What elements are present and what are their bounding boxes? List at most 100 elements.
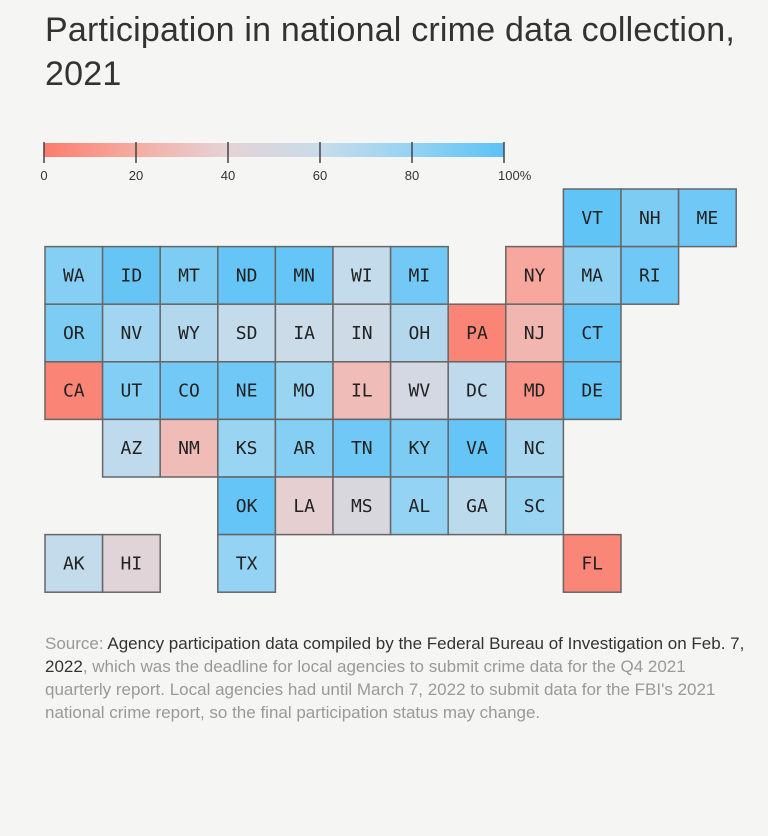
state-tile-mt[interactable]: MT: [159, 245, 219, 305]
state-tile-tn[interactable]: TN: [332, 418, 392, 478]
tile-label: OH: [409, 323, 431, 344]
tile-label: DE: [581, 381, 603, 402]
tile-label: MD: [524, 381, 546, 402]
state-tile-nm[interactable]: NM: [159, 418, 219, 478]
tile-rect: [44, 303, 104, 363]
state-tile-wv[interactable]: WV: [389, 361, 449, 421]
state-tile-or[interactable]: OR: [44, 303, 104, 363]
tile-label: NV: [121, 323, 143, 344]
state-tile-tx[interactable]: TX: [217, 533, 277, 593]
tile-rect: [389, 476, 449, 536]
state-tile-mi[interactable]: MI: [389, 245, 449, 305]
state-tile-in[interactable]: IN: [332, 303, 392, 363]
tile-rect: [217, 533, 277, 593]
tile-label: WI: [351, 265, 373, 286]
tile-label: LA: [293, 496, 315, 517]
tile-label: DC: [466, 381, 488, 402]
tile-label: AK: [63, 553, 85, 574]
legend-tick-label: 60: [313, 168, 327, 183]
state-tile-mo[interactable]: MO: [274, 361, 334, 421]
tile-label: TX: [236, 553, 258, 574]
state-tile-ga[interactable]: GA: [447, 476, 507, 536]
state-tile-la[interactable]: LA: [274, 476, 334, 536]
tile-rect: [389, 361, 449, 421]
source-note: Source: Agency participation data compil…: [45, 632, 745, 724]
state-tile-ma[interactable]: MA: [562, 245, 622, 305]
tile-label: MO: [293, 381, 315, 402]
tile-rect: [677, 188, 737, 248]
state-tile-nd[interactable]: ND: [217, 245, 277, 305]
tile-rect: [447, 476, 507, 536]
legend-tick-label: 100%: [498, 168, 532, 183]
tile-label: GA: [466, 496, 488, 517]
tile-rect: [389, 418, 449, 478]
state-tile-va[interactable]: VA: [447, 418, 507, 478]
state-tile-ok[interactable]: OK: [217, 476, 277, 536]
state-tile-nh[interactable]: NH: [620, 188, 680, 248]
state-tile-ut[interactable]: UT: [101, 361, 161, 421]
state-tile-nj[interactable]: NJ: [505, 303, 565, 363]
state-tile-nv[interactable]: NV: [101, 303, 161, 363]
state-tile-ri[interactable]: RI: [620, 245, 680, 305]
state-tile-oh[interactable]: OH: [389, 303, 449, 363]
state-tile-ks[interactable]: KS: [217, 418, 277, 478]
tile-label: CA: [63, 381, 85, 402]
tile-label: UT: [121, 381, 143, 402]
tile-label: AR: [293, 438, 315, 459]
tile-rect: [447, 303, 507, 363]
state-tile-ca[interactable]: CA: [44, 361, 104, 421]
state-tile-ct[interactable]: CT: [562, 303, 622, 363]
tile-label: VT: [581, 208, 603, 229]
tile-label: CO: [178, 381, 200, 402]
state-tile-wi[interactable]: WI: [332, 245, 392, 305]
state-tile-il[interactable]: IL: [332, 361, 392, 421]
state-tile-hi[interactable]: HI: [101, 533, 161, 593]
tile-rect: [620, 245, 680, 305]
state-tile-pa[interactable]: PA: [447, 303, 507, 363]
state-tile-ak[interactable]: AK: [44, 533, 104, 593]
tile-rect: [217, 245, 277, 305]
tile-rect: [562, 533, 622, 593]
tile-rect: [101, 303, 161, 363]
state-tile-nc[interactable]: NC: [505, 418, 565, 478]
state-tile-ky[interactable]: KY: [389, 418, 449, 478]
state-tile-ny[interactable]: NY: [505, 245, 565, 305]
state-tile-dc[interactable]: DC: [447, 361, 507, 421]
tile-rect: [505, 476, 565, 536]
state-tile-fl[interactable]: FL: [562, 533, 622, 593]
state-tile-wy[interactable]: WY: [159, 303, 219, 363]
state-tile-al[interactable]: AL: [389, 476, 449, 536]
state-tile-sc[interactable]: SC: [505, 476, 565, 536]
tile-rect: [101, 245, 161, 305]
state-tile-me[interactable]: ME: [677, 188, 737, 248]
legend-tick-label: 0: [40, 168, 47, 183]
tile-label: MA: [581, 265, 603, 286]
state-tile-ar[interactable]: AR: [274, 418, 334, 478]
state-tile-vt[interactable]: VT: [562, 188, 622, 248]
state-tile-mn[interactable]: MN: [274, 245, 334, 305]
state-tile-id[interactable]: ID: [101, 245, 161, 305]
legend-gradient-bar: [44, 143, 504, 157]
state-tile-sd[interactable]: SD: [217, 303, 277, 363]
state-tile-ne[interactable]: NE: [217, 361, 277, 421]
tile-rect: [274, 303, 334, 363]
tile-label: KY: [409, 438, 431, 459]
tile-rect: [562, 188, 622, 248]
state-tile-de[interactable]: DE: [562, 361, 622, 421]
tile-rect: [332, 418, 392, 478]
state-tile-wa[interactable]: WA: [44, 245, 104, 305]
tile-label: VA: [466, 438, 488, 459]
tile-label: CT: [581, 323, 603, 344]
tile-label: IA: [293, 323, 315, 344]
tile-rect: [44, 533, 104, 593]
state-tile-md[interactable]: MD: [505, 361, 565, 421]
state-tile-ia[interactable]: IA: [274, 303, 334, 363]
state-tile-co[interactable]: CO: [159, 361, 219, 421]
legend-tick-label: 80: [405, 168, 419, 183]
tile-label: ME: [697, 208, 719, 229]
tile-rect: [389, 245, 449, 305]
tile-rect: [562, 245, 622, 305]
source-label: Source:: [45, 634, 104, 653]
state-tile-ms[interactable]: MS: [332, 476, 392, 536]
state-tile-az[interactable]: AZ: [101, 418, 161, 478]
